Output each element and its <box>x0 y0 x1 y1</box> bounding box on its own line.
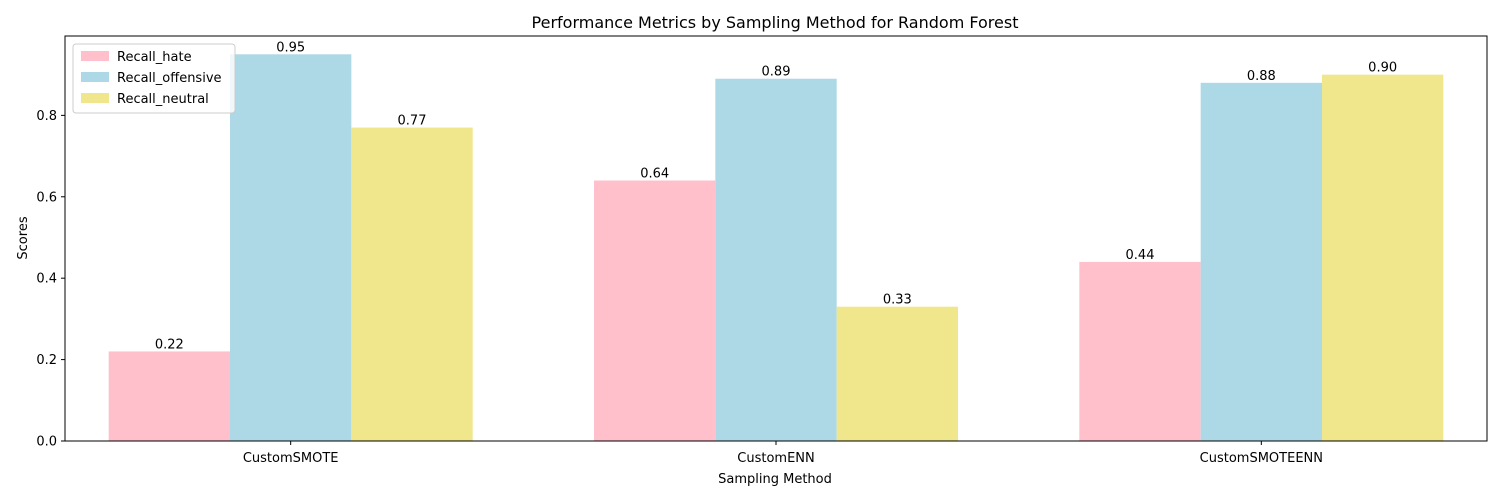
y-tick-label: 0.4 <box>36 272 57 287</box>
y-tick-label: 0.2 <box>36 353 57 368</box>
bar-recall-hate-customsmote <box>108 351 231 441</box>
bar-value-label: 0.89 <box>762 65 791 80</box>
bar-recall-offensive-customsmoteenn <box>1200 82 1322 441</box>
bar-recall-neutral-customenn <box>836 306 958 441</box>
legend-swatch <box>81 93 109 103</box>
bar-value-label: 0.77 <box>398 114 427 129</box>
bar-recall-offensive-customenn <box>715 78 837 441</box>
legend-label: Recall_offensive <box>117 71 222 86</box>
bar-value-label: 0.44 <box>1126 248 1155 263</box>
legend-swatch <box>81 72 109 82</box>
y-tick-label: 0.8 <box>36 109 57 124</box>
legend-label: Recall_hate <box>117 50 192 65</box>
chart-title: Performance Metrics by Sampling Method f… <box>532 13 1019 32</box>
legend-box <box>72 43 236 114</box>
y-tick-label: 0.6 <box>36 190 57 205</box>
bar-recall-hate-customsmoteenn <box>1079 261 1201 441</box>
bar-recall-neutral-customsmote <box>351 127 473 441</box>
bar-recall-hate-customenn <box>594 180 716 441</box>
x-tick-label: CustomENN <box>737 451 814 466</box>
y-axis-label: Scores <box>16 216 31 259</box>
bar-recall-offensive-customsmote <box>230 54 352 441</box>
bar-value-label: 0.88 <box>1247 69 1276 84</box>
x-axis-label: Sampling Method <box>718 472 832 487</box>
y-tick-label: 0.0 <box>36 435 57 450</box>
bar-value-label: 0.90 <box>1368 61 1397 76</box>
legend-swatch <box>81 51 109 61</box>
bar-value-label: 0.64 <box>640 166 669 181</box>
bar-value-label: 0.33 <box>883 293 912 308</box>
bars-layer <box>108 54 1444 442</box>
axes-layer: 0.0 0.2 0.4 0.6 0.8 CustomSMOTE CustomENN Custo… <box>36 35 1488 466</box>
value-labels-layer: 0.22 0.64 0.44 0.95 0.89 0.88 0.77 0.33 0.90 <box>155 40 1397 352</box>
bar-recall-neutral-customsmoteenn <box>1321 74 1444 442</box>
legend: Recall_hate Recall_offensive Recall_neutra… <box>72 43 236 114</box>
bar-value-label: 0.95 <box>276 40 305 55</box>
x-tick-label: CustomSMOTEENN <box>1200 451 1323 466</box>
x-tick-label: CustomSMOTE <box>243 451 339 466</box>
bar-value-label: 0.22 <box>155 337 184 352</box>
legend-label: Recall_neutral <box>117 92 209 107</box>
